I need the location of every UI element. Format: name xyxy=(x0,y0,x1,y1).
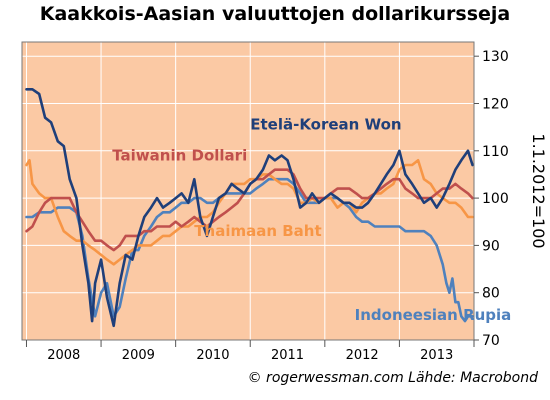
series-label: Etelä-Korean Won xyxy=(250,116,401,134)
y-tick-label: 90 xyxy=(482,238,500,254)
x-tick-label: 2012 xyxy=(346,348,379,363)
credit-text: © rogerwessman.com Lähde: Macrobond xyxy=(247,370,538,386)
y-axis-label: 1.1.2012=100 xyxy=(529,133,548,248)
series-layer xyxy=(25,88,474,328)
series-label: Taiwanin Dollari xyxy=(112,146,247,164)
x-tick-label: 2009 xyxy=(122,348,155,363)
x-tick-label: 2008 xyxy=(47,348,80,363)
chart-title: Kaakkois-Aasian valuuttojen dollarikurss… xyxy=(39,3,511,25)
series-line xyxy=(25,88,474,328)
y-tick-label: 120 xyxy=(482,96,509,112)
series-label: Thaimaan Baht xyxy=(194,222,321,240)
y-tick-label: 130 xyxy=(482,49,509,65)
plot-background xyxy=(22,42,474,340)
plot-frame xyxy=(21,41,475,341)
y-tick-label: 100 xyxy=(482,191,509,207)
x-tick-label: 2013 xyxy=(420,348,453,363)
series-line xyxy=(25,159,474,266)
x-tick-label: 2011 xyxy=(271,348,304,363)
y-tick-label: 110 xyxy=(482,144,509,160)
y-tick-label: 80 xyxy=(482,286,500,302)
x-tick-label: 2010 xyxy=(196,348,229,363)
label-layer: 70 80 90 100 110 120 130 2008 2009 2010 2011 2012 20… xyxy=(47,49,511,363)
y-tick-label: 70 xyxy=(482,333,500,349)
series-label: Indoneesian Rupia xyxy=(355,306,512,324)
axis-layer xyxy=(25,55,479,347)
